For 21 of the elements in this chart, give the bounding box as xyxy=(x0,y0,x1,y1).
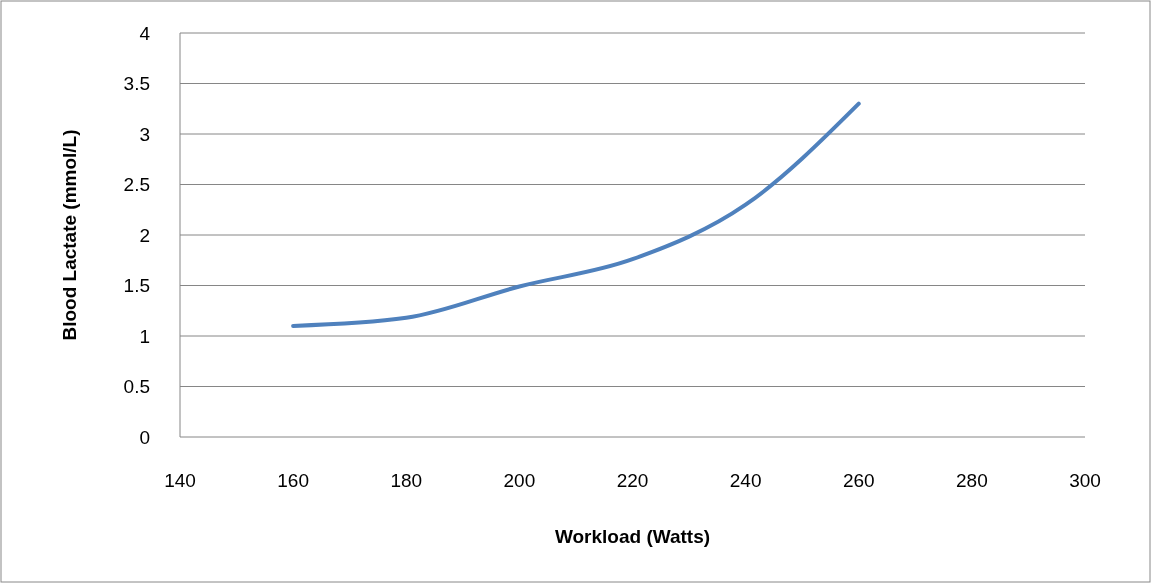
y-tick-label: 2 xyxy=(139,224,150,246)
y-tick-label: 1 xyxy=(139,325,150,347)
y-tick-label: 3.5 xyxy=(123,73,150,95)
y-tick-label: 1.5 xyxy=(123,275,150,297)
x-tick-label: 160 xyxy=(277,470,309,491)
y-tick-label: 0.5 xyxy=(123,376,150,398)
y-axis-title: Blood Lactate (mmol/L) xyxy=(59,129,80,341)
x-tick-label: 300 xyxy=(1069,470,1101,491)
y-tick-label: 4 xyxy=(139,22,151,44)
x-tick-label: 260 xyxy=(842,470,875,491)
x-tick-label: 200 xyxy=(503,470,536,491)
x-tick-label: 280 xyxy=(956,470,988,491)
x-tick-label: 220 xyxy=(616,470,649,491)
x-tick-label: 140 xyxy=(164,470,196,491)
y-tick-label: 2.5 xyxy=(123,174,150,196)
y-tick-label: 3 xyxy=(139,123,150,145)
line-series xyxy=(291,101,861,328)
y-tick-label: 0 xyxy=(139,426,150,448)
x-tick-label: 240 xyxy=(729,470,762,491)
x-tick-label: 180 xyxy=(390,470,423,491)
x-axis-title: Workload (Watts) xyxy=(554,526,711,547)
